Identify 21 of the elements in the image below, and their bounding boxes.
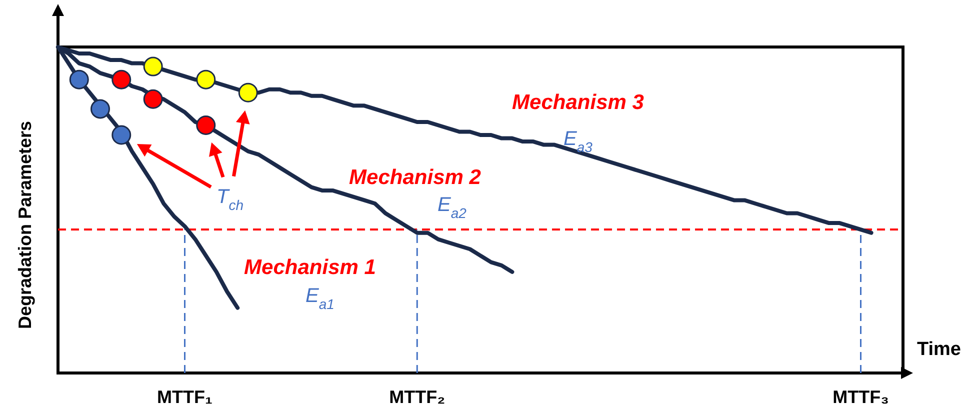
annotation: E$_{a3}$ [564,128,593,155]
annotation: T$_{ch}$ [216,186,244,213]
x-tick-label: MTTF₃ [832,387,889,407]
point [196,115,216,135]
point [143,56,163,76]
annotation: E$_{a2}$ [438,194,467,221]
point [196,70,216,90]
annotation: Mechanism 1 [244,256,376,279]
point [90,99,110,119]
x-axis-title: Time [916,339,962,360]
annotation: Mechanism 3 [512,90,644,114]
x-tick-label: MTTF₁ [157,387,212,407]
x-tick-label: MTTF₂ [389,387,446,407]
point [143,89,163,109]
point [112,70,132,90]
annotation: Mechanism 2 [349,166,482,189]
annotation: E$_{a1}$ [306,285,334,312]
y-axis-title: Degradation Parameters [14,120,35,330]
point [112,125,132,145]
point [238,82,258,102]
point [69,70,89,90]
